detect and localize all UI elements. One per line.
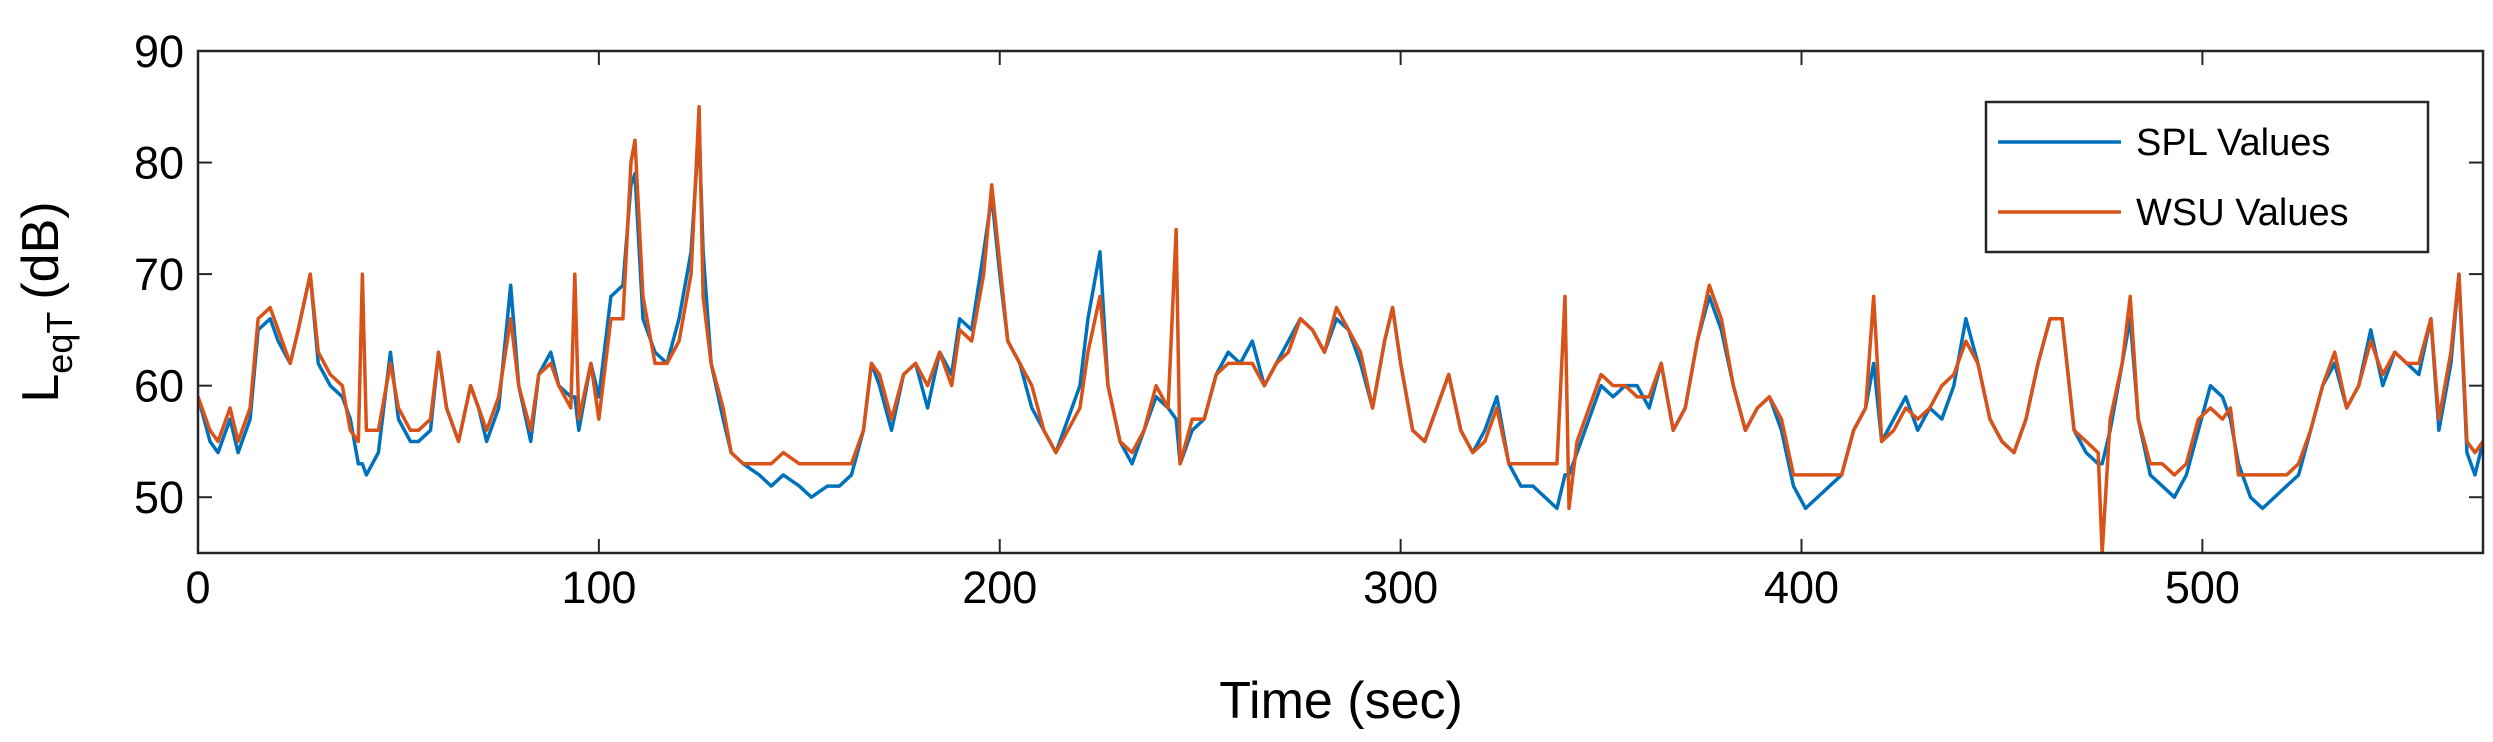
- y-label-unit: (dB): [12, 201, 70, 299]
- y-tick-label: 90: [134, 26, 184, 77]
- x-tick-label: 200: [962, 562, 1037, 613]
- axes-box: [196, 49, 2485, 555]
- legend-box: [1984, 100, 2430, 254]
- x-tick-label: 300: [1363, 562, 1438, 613]
- x-tick-label: 100: [561, 562, 636, 613]
- data-line: [198, 105, 2483, 553]
- x-tick-label: 0: [185, 562, 210, 613]
- plot-area: 0 100 200 300 400 500 50 60 70 80 90 SPL Values WSU …: [134, 26, 2485, 613]
- y-tick-label: 80: [134, 138, 184, 189]
- y-tick-label: 60: [134, 361, 184, 412]
- y-tick-label: 50: [134, 472, 184, 523]
- legend-label: WSU Values: [2136, 192, 2349, 234]
- legend-label: SPL Values: [2136, 122, 2330, 164]
- x-tick-label: 500: [2165, 562, 2240, 613]
- x-tick-label: 400: [1764, 562, 1839, 613]
- y-tick-label: 70: [134, 249, 184, 300]
- y-label-subscript: eqT: [39, 312, 80, 374]
- x-axis-label: Time (sec): [1219, 672, 1463, 730]
- y-label-main: L: [12, 374, 70, 403]
- y-axis-label: LeqT (dB): [12, 201, 80, 402]
